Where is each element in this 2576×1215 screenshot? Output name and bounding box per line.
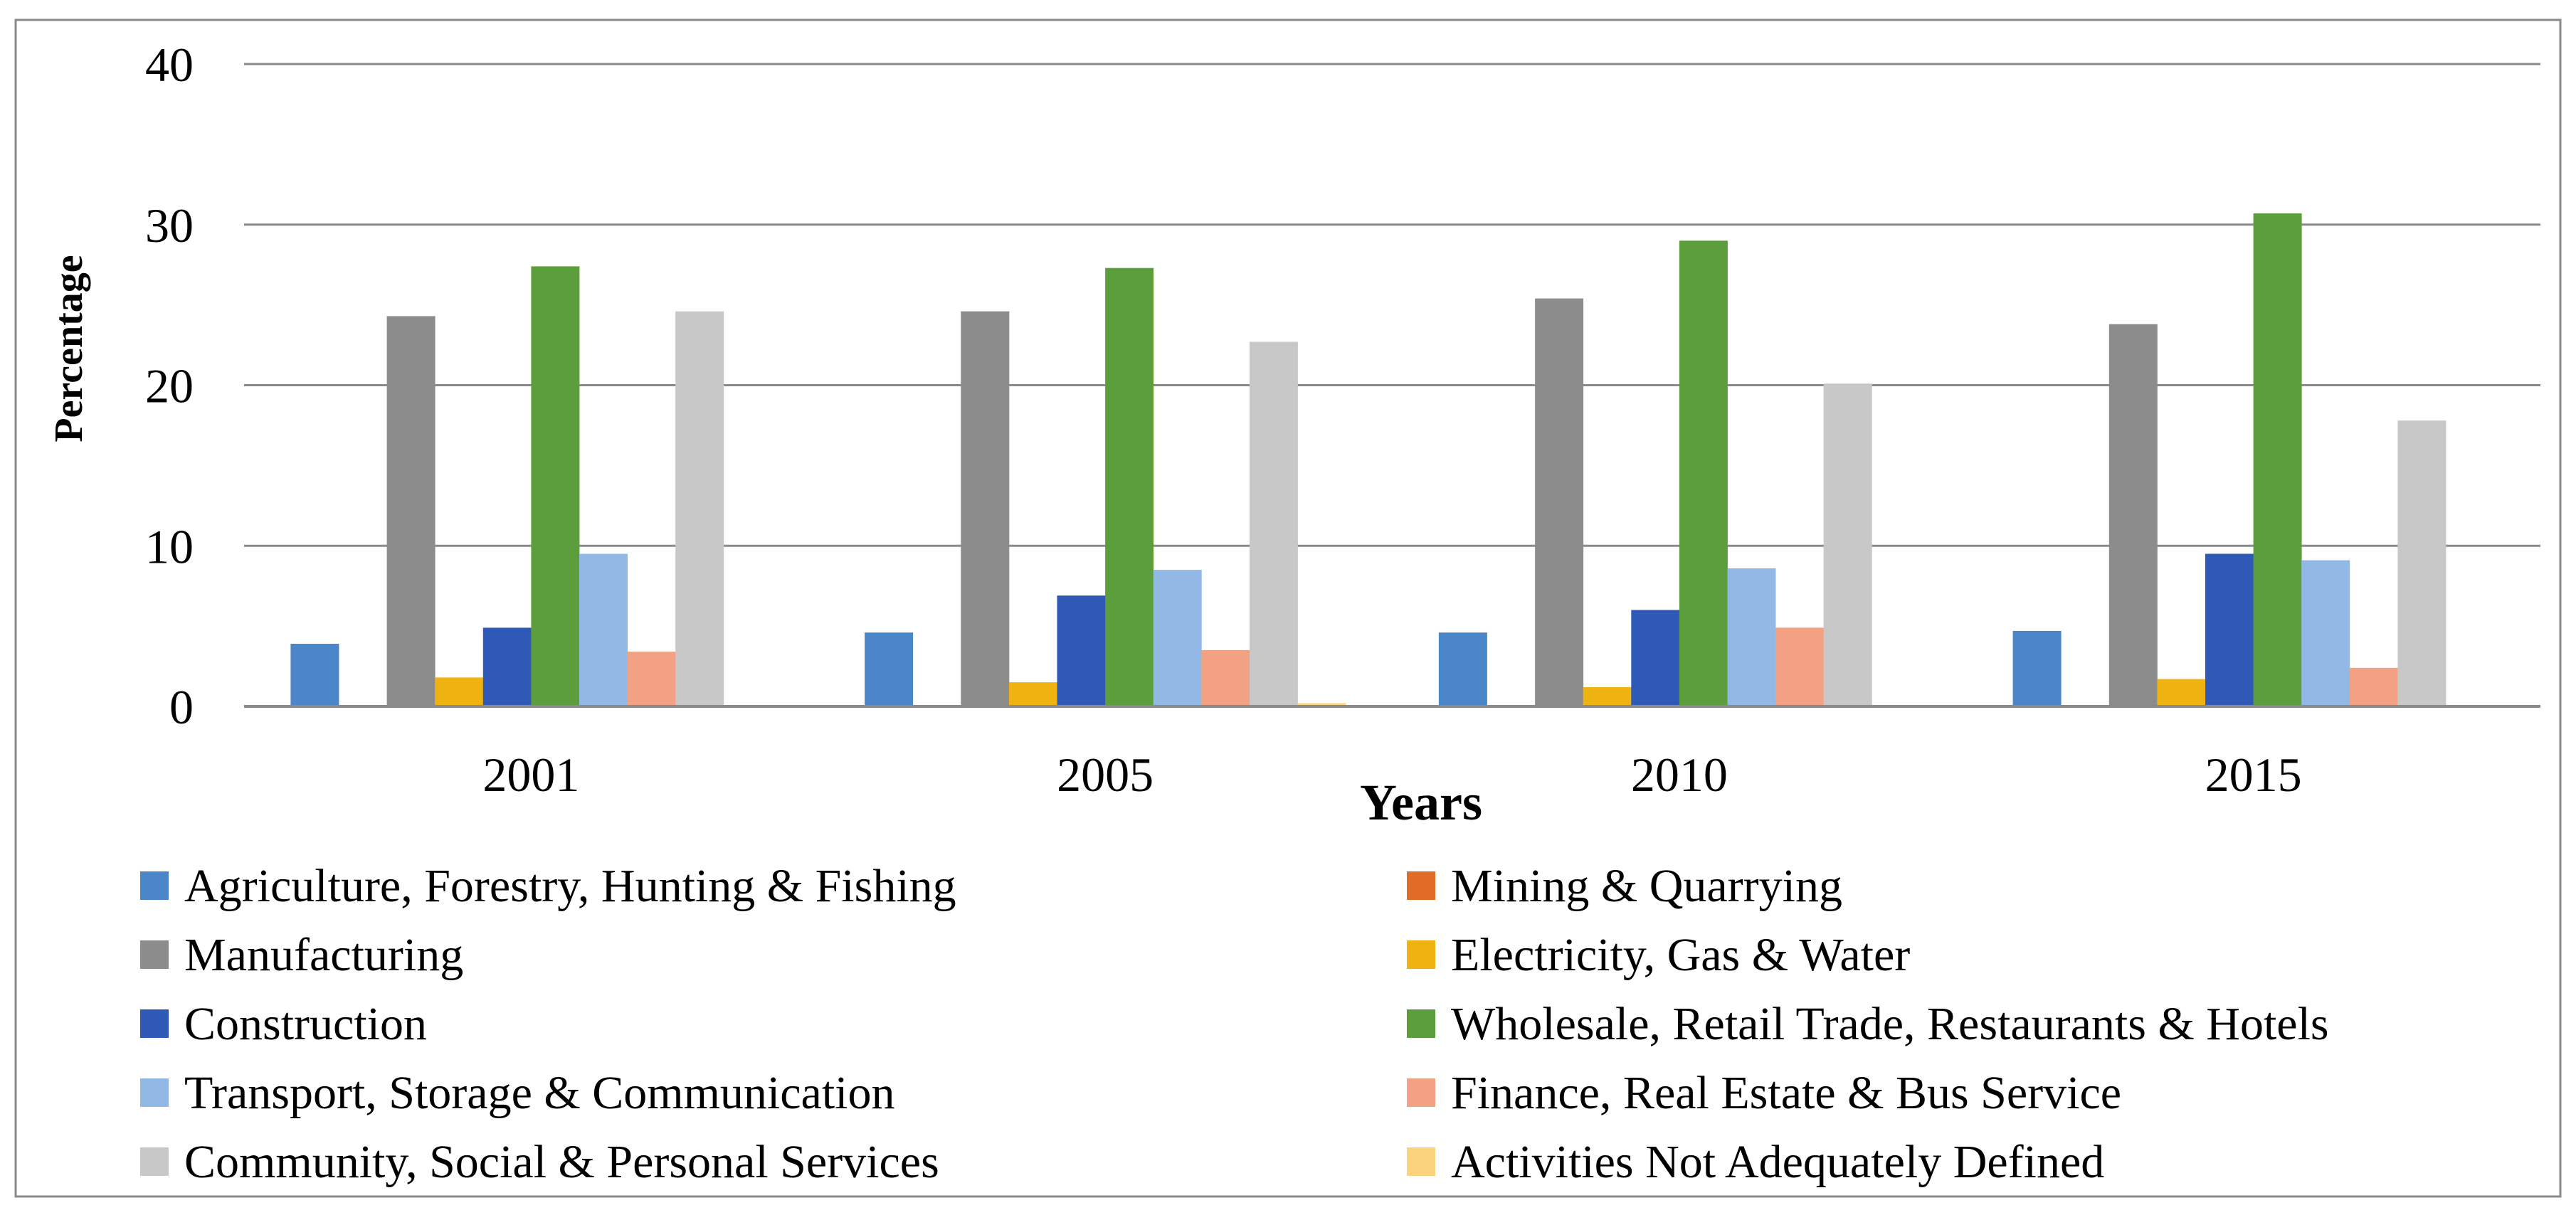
bar-2010-8 xyxy=(1775,627,1825,706)
bar-2005-5 xyxy=(1057,595,1106,706)
bar-2001-9 xyxy=(675,311,724,706)
bar-2010-1 xyxy=(1438,632,1487,706)
legend-swatch xyxy=(140,1078,169,1107)
x-axis-label: Years xyxy=(1360,774,1482,831)
bar-2001-6 xyxy=(531,266,580,706)
bar-2015-6 xyxy=(2253,213,2302,706)
bar-2005-9 xyxy=(1249,341,1298,706)
legend-label: Activities Not Adequately Defined xyxy=(1451,1136,2104,1188)
legend-label: Mining & Quarrying xyxy=(1451,860,1842,912)
x-axis-ticks: 2001 2005 2010 2015 xyxy=(482,748,2301,802)
bar-2010-5 xyxy=(1631,610,1680,706)
bar-2010-6 xyxy=(1679,240,1728,706)
legend-swatch xyxy=(1407,1009,1435,1038)
bar-2010-4 xyxy=(1583,686,1632,706)
legend-swatch xyxy=(140,940,169,969)
legend-swatch xyxy=(1407,871,1435,900)
x-tick-label: 2015 xyxy=(2205,748,2302,802)
bar-2010-3 xyxy=(1535,298,1584,707)
y-axis-ticks: 0 10 20 30 40 xyxy=(145,38,194,734)
bar-2001-4 xyxy=(435,677,484,706)
bar-2001-8 xyxy=(627,652,676,706)
legend-label: Transport, Storage & Communication xyxy=(184,1067,895,1119)
x-tick-label: 2001 xyxy=(482,748,579,802)
bar-2005-3 xyxy=(961,311,1010,706)
legend-swatch xyxy=(140,871,169,900)
bar-2005-6 xyxy=(1105,267,1154,706)
legend-label: Finance, Real Estate & Bus Service xyxy=(1451,1067,2121,1119)
bar-2015-3 xyxy=(2108,324,2158,706)
bar-2005-1 xyxy=(865,632,914,706)
y-tick-label: 20 xyxy=(145,359,194,413)
y-tick-label: 40 xyxy=(145,38,194,92)
bars xyxy=(290,213,2446,707)
bar-2015-8 xyxy=(2349,667,2398,706)
legend: Agriculture, Forestry, Hunting & Fishing… xyxy=(140,860,2329,1188)
legend-swatch xyxy=(1407,1078,1435,1107)
y-tick-label: 30 xyxy=(145,198,194,253)
bar-2001-3 xyxy=(386,316,436,706)
gridlines xyxy=(244,63,2540,547)
legend-label: Construction xyxy=(184,998,427,1050)
y-tick-label: 0 xyxy=(169,680,194,734)
y-axis-label: Percentage xyxy=(47,255,91,442)
legend-label: Community, Social & Personal Services xyxy=(184,1136,939,1188)
bar-2005-7 xyxy=(1153,570,1202,706)
x-tick-label: 2005 xyxy=(1057,748,1154,802)
bar-2005-8 xyxy=(1201,650,1250,706)
bar-2015-5 xyxy=(2205,553,2254,706)
legend-label: Agriculture, Forestry, Hunting & Fishing xyxy=(184,860,956,912)
legend-swatch xyxy=(140,1009,169,1038)
legend-swatch xyxy=(1407,1147,1435,1176)
bar-2005-10 xyxy=(1297,703,1346,706)
legend-swatch xyxy=(140,1147,169,1176)
bar-2001-1 xyxy=(290,644,339,706)
legend-label: Wholesale, Retail Trade, Restaurants & H… xyxy=(1451,998,2329,1050)
legend-label: Electricity, Gas & Water xyxy=(1451,929,1910,981)
bar-2010-7 xyxy=(1727,568,1776,706)
bar-2010-9 xyxy=(1823,383,1872,706)
bar-2001-7 xyxy=(579,553,628,706)
y-tick-label: 10 xyxy=(145,519,194,573)
legend-label: Manufacturing xyxy=(184,929,463,981)
bar-2005-4 xyxy=(1008,682,1057,706)
bar-2015-7 xyxy=(2301,560,2350,706)
bar-2015-4 xyxy=(2157,679,2206,706)
x-tick-label: 2010 xyxy=(1631,748,1728,802)
bar-2015-9 xyxy=(2397,420,2446,706)
legend-swatch xyxy=(1407,940,1435,969)
bar-2001-5 xyxy=(482,627,532,706)
bar-2015-1 xyxy=(2012,630,2062,706)
